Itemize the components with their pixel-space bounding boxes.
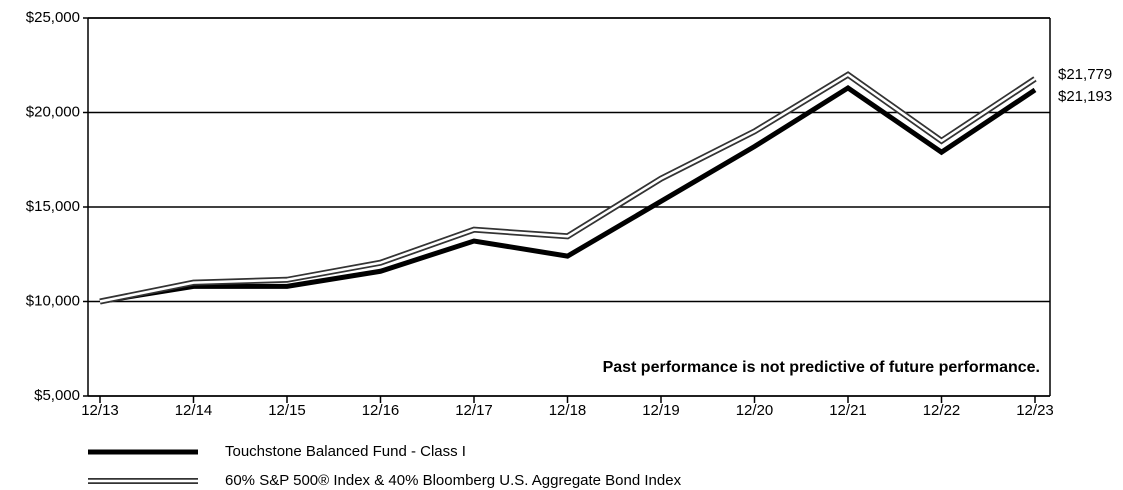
value-label: $21,779 [1058, 66, 1112, 83]
y-tick-label: $25,000 [26, 9, 80, 26]
line-inner [99, 73, 1036, 303]
y-tick-label: $5,000 [34, 387, 80, 404]
x-tick-label: 12/22 [923, 402, 961, 419]
x-tick-label: 12/23 [1016, 402, 1054, 419]
value-label: $21,193 [1058, 88, 1112, 105]
legend-label: Touchstone Balanced Fund - Class I [225, 443, 466, 460]
y-tick-label: $15,000 [26, 198, 80, 215]
y-tick-label: $10,000 [26, 292, 80, 309]
line [99, 84, 1037, 304]
x-tick-label: 12/21 [829, 402, 867, 419]
x-tick-label: 12/18 [549, 402, 587, 419]
x-tick-label: 12/17 [455, 402, 493, 419]
annotation: Past performance is not predictive of fu… [603, 359, 1040, 376]
x-tick-label: 12/19 [642, 402, 680, 419]
legend-label: 60% S&P 500® Index & 40% Bloomberg U.S. … [225, 472, 682, 489]
x-tick-label: 12/16 [362, 402, 400, 419]
y-tick-label: $20,000 [26, 103, 80, 120]
x-tick-label: 12/13 [81, 402, 119, 419]
x-tick-label: 12/20 [736, 402, 774, 419]
x-tick-label: 12/14 [175, 402, 213, 419]
x-tick-label: 12/15 [268, 402, 306, 419]
